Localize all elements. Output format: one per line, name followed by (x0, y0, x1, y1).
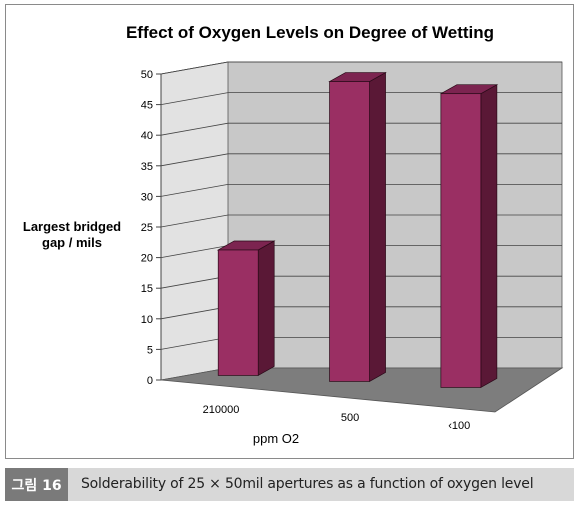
y-tick-label: 0 (147, 375, 153, 387)
chart-title: Effect of Oxygen Levels on Degree of Wet… (126, 23, 494, 42)
y-tick-label: 45 (141, 100, 153, 112)
x-tick-label: 500 (341, 412, 359, 424)
y-tick-label: 10 (141, 314, 153, 326)
y-tick-label: 15 (141, 283, 153, 295)
chart-frame: Effect of Oxygen Levels on Degree of Wet… (5, 4, 574, 459)
x-tick-label: 210000 (203, 404, 240, 416)
x-tick-label: ‹100 (448, 420, 470, 432)
figure-number-badge: 그림 16 (5, 468, 68, 501)
bar-chart: Effect of Oxygen Levels on Degree of Wet… (23, 23, 564, 446)
figure-caption-text: Solderability of 25 × 50mil apertures as… (81, 476, 534, 492)
y-tick-label: 35 (141, 161, 153, 173)
bar-side-0 (257, 240, 275, 377)
y-tick-label: 25 (141, 222, 153, 234)
y-tick-label: 30 (141, 191, 153, 203)
x-axis-label: ppm O2 (253, 431, 299, 446)
gridline-50 (160, 61, 562, 75)
figure-caption-bar: 그림 16 Solderability of 25 × 50mil apertu… (5, 468, 574, 501)
y-tick-label: 50 (141, 69, 153, 81)
bar-0 (217, 249, 259, 376)
y-tick-label: 5 (147, 344, 153, 356)
bar-1 (329, 81, 370, 382)
bar-side-1 (369, 71, 386, 383)
y-tick-label: 20 (141, 253, 153, 265)
y-tick-label: 40 (141, 130, 153, 142)
y-axis-label-line-2: gap / mils (42, 235, 102, 250)
bar-side-2 (480, 84, 498, 389)
y-axis-label-line-1: Largest bridged (23, 219, 121, 234)
bar-2 (440, 93, 482, 388)
